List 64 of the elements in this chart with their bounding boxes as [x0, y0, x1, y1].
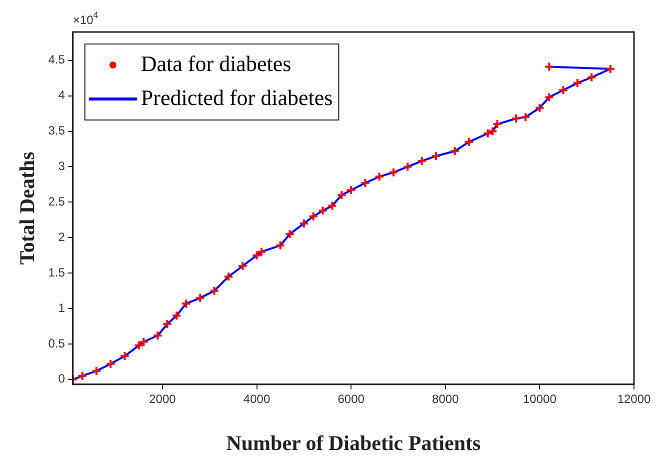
point [605, 64, 616, 74]
point [534, 102, 545, 113]
point [308, 211, 318, 222]
y-tick-label: 1.5 [48, 265, 66, 280]
y-tick-label: 2.5 [48, 194, 66, 208]
y-tick-label: 3.5 [48, 124, 66, 138]
point [327, 200, 338, 211]
point [544, 92, 554, 102]
point [298, 218, 309, 228]
point [223, 272, 234, 282]
point [106, 358, 116, 369]
point [586, 72, 597, 82]
point [544, 62, 554, 72]
point [181, 298, 192, 309]
point [388, 167, 399, 178]
point [511, 114, 522, 124]
x-axis-title: Number of Diabetic Patients [226, 430, 481, 455]
point [464, 136, 474, 147]
point [416, 156, 427, 166]
point [238, 260, 248, 271]
point [482, 128, 493, 138]
point [318, 206, 328, 216]
point [91, 366, 102, 376]
point [402, 162, 413, 172]
y-tick-label: 0 [58, 372, 66, 386]
point [252, 250, 262, 260]
x-tick-label: 6000 [338, 392, 365, 406]
x-tick-label: 4000 [243, 392, 270, 406]
y-tick-label: 1 [58, 300, 66, 315]
point [572, 78, 582, 88]
point [77, 370, 88, 381]
point [346, 185, 356, 196]
point [374, 172, 384, 182]
legend-label: Predicted for diabetes [140, 84, 333, 110]
x-tick-label: 10000 [523, 392, 557, 406]
y-tick-label: 3 [58, 159, 66, 174]
y-tick-label: 2 [58, 230, 66, 244]
point [172, 310, 182, 321]
point [209, 286, 220, 296]
point [488, 126, 498, 136]
y-tick-label: 4 [58, 88, 66, 102]
point [195, 292, 206, 303]
point [336, 190, 347, 200]
point [120, 351, 130, 362]
point [162, 319, 172, 330]
point [520, 112, 531, 122]
point [152, 330, 163, 340]
y-tick-label: 0.5 [48, 336, 66, 350]
point [256, 246, 266, 257]
x-tick-label: 8000 [432, 392, 460, 406]
y-axis-title: Total Deaths [15, 152, 40, 265]
point [492, 119, 502, 130]
x-tick-label: 2000 [149, 392, 176, 406]
point [558, 85, 568, 96]
point [430, 151, 441, 162]
point [134, 340, 144, 350]
legend-label: Data for diabetes [140, 50, 292, 76]
x-tick-label: 12000 [617, 392, 652, 406]
point [450, 146, 460, 156]
point [275, 240, 286, 250]
point [138, 336, 149, 347]
y-tick-label: 4.5 [48, 52, 66, 67]
point [284, 229, 295, 240]
point [360, 178, 370, 188]
